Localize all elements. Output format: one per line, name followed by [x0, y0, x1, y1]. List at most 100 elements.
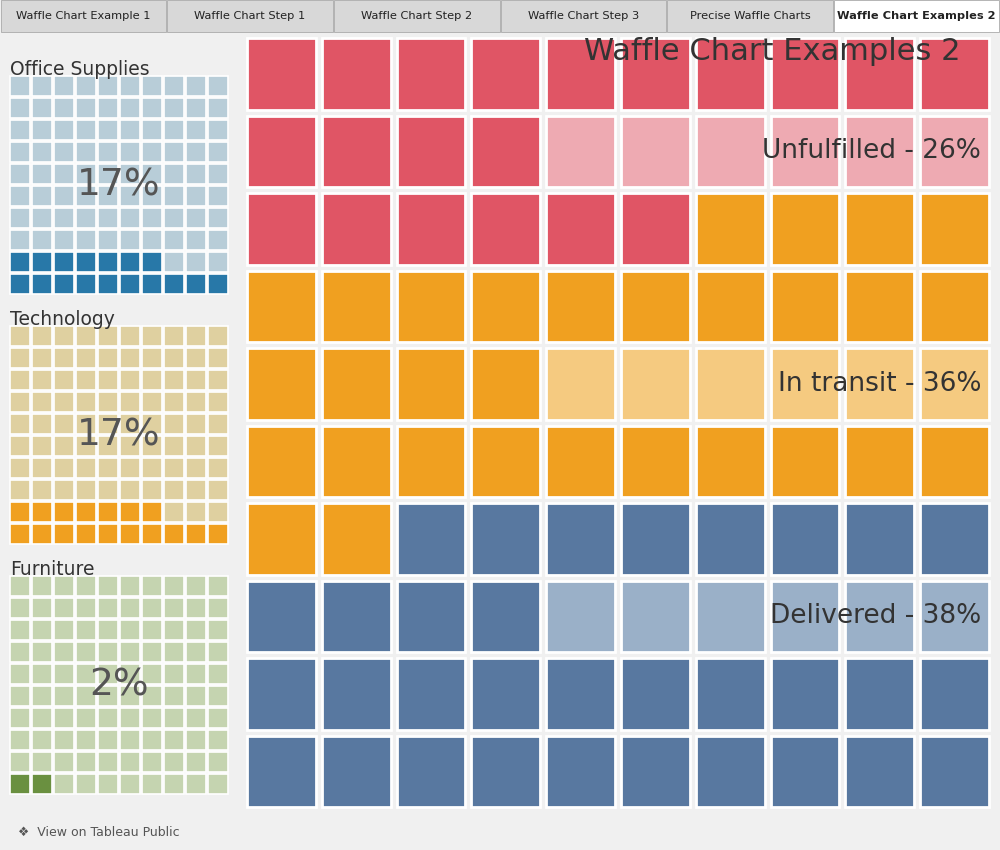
Bar — [208, 208, 228, 228]
Text: Precise Waffle Charts: Precise Waffle Charts — [690, 11, 810, 21]
Bar — [164, 620, 184, 640]
Bar — [142, 502, 162, 522]
Bar — [186, 524, 206, 544]
Bar — [334, 0, 500, 32]
Bar — [120, 230, 140, 250]
Bar — [621, 426, 690, 497]
Bar — [208, 642, 228, 661]
Bar — [120, 414, 140, 434]
Bar — [845, 38, 914, 110]
Bar — [208, 620, 228, 640]
Bar — [32, 370, 52, 389]
Bar — [98, 730, 118, 750]
Bar — [247, 426, 316, 497]
Bar — [54, 620, 74, 640]
Text: Waffle Chart Examples 2: Waffle Chart Examples 2 — [584, 37, 960, 66]
Bar — [186, 598, 206, 618]
Bar — [208, 252, 228, 272]
Bar — [845, 116, 914, 187]
Bar — [98, 686, 118, 706]
Bar — [322, 38, 391, 110]
Bar — [120, 708, 140, 728]
Bar — [186, 502, 206, 522]
Bar — [10, 436, 30, 456]
Bar — [142, 76, 162, 95]
Bar — [247, 193, 316, 264]
Bar — [621, 658, 690, 729]
Bar — [54, 348, 74, 367]
Bar — [10, 414, 30, 434]
Bar — [208, 708, 228, 728]
Bar — [98, 664, 118, 683]
Bar — [54, 576, 74, 596]
Bar — [10, 392, 30, 411]
Bar — [208, 576, 228, 596]
Bar — [10, 664, 30, 683]
Bar — [397, 38, 465, 110]
Bar — [76, 598, 96, 618]
Bar — [120, 392, 140, 411]
Bar — [32, 120, 52, 139]
Bar — [322, 658, 391, 729]
Bar — [845, 503, 914, 575]
Bar — [10, 252, 30, 272]
Bar — [76, 275, 96, 294]
Bar — [667, 0, 833, 32]
Bar — [10, 76, 30, 95]
Bar — [10, 186, 30, 206]
Text: Waffle Chart Examples 2: Waffle Chart Examples 2 — [837, 11, 996, 21]
Bar — [397, 426, 465, 497]
Bar — [142, 414, 162, 434]
Bar — [696, 270, 765, 342]
Bar — [10, 620, 30, 640]
Bar — [98, 598, 118, 618]
Bar — [54, 208, 74, 228]
Bar — [696, 348, 765, 420]
Bar — [186, 576, 206, 596]
Bar — [546, 735, 615, 807]
Bar — [546, 270, 615, 342]
Bar — [142, 230, 162, 250]
Bar — [32, 708, 52, 728]
Bar — [54, 502, 74, 522]
Bar — [471, 426, 540, 497]
Bar — [397, 270, 465, 342]
Bar — [120, 76, 140, 95]
Bar — [120, 576, 140, 596]
Bar — [120, 164, 140, 184]
Text: Waffle Chart Step 1: Waffle Chart Step 1 — [194, 11, 306, 21]
Bar — [54, 686, 74, 706]
Bar — [546, 503, 615, 575]
Bar — [142, 642, 162, 661]
Bar — [54, 98, 74, 117]
Bar — [120, 774, 140, 794]
Bar — [54, 392, 74, 411]
Text: Furniture: Furniture — [10, 560, 94, 579]
Bar — [32, 664, 52, 683]
Bar — [471, 658, 540, 729]
Bar — [142, 436, 162, 456]
Bar — [120, 275, 140, 294]
Bar — [76, 730, 96, 750]
Bar — [186, 76, 206, 95]
Bar — [120, 664, 140, 683]
Bar — [120, 502, 140, 522]
Text: Waffle Chart Step 2: Waffle Chart Step 2 — [361, 11, 472, 21]
Bar — [54, 414, 74, 434]
Bar — [920, 426, 989, 497]
Bar — [322, 348, 391, 420]
Text: 17%: 17% — [77, 167, 161, 203]
Bar — [10, 524, 30, 544]
Bar — [186, 252, 206, 272]
Bar — [98, 275, 118, 294]
Bar — [186, 370, 206, 389]
Text: Delivered - 38%: Delivered - 38% — [770, 604, 981, 629]
Bar — [186, 326, 206, 346]
Bar — [120, 730, 140, 750]
Text: Technology: Technology — [10, 310, 115, 329]
Bar — [186, 208, 206, 228]
Bar — [10, 326, 30, 346]
Bar — [621, 581, 690, 652]
Bar — [76, 576, 96, 596]
Bar — [471, 193, 540, 264]
